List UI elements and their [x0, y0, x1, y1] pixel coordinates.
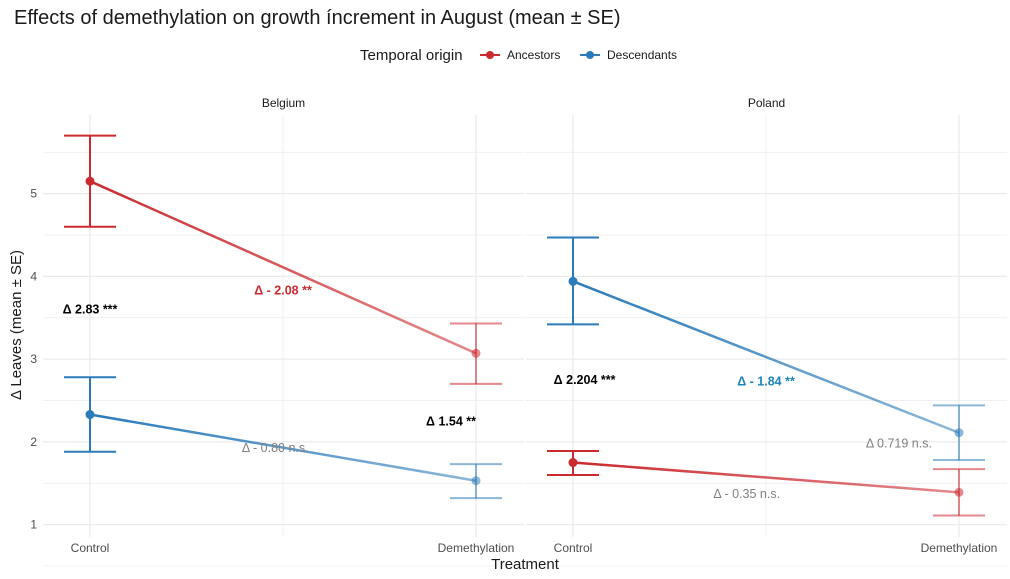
y-axis-title: Δ Leaves (mean ± SE)	[8, 250, 25, 400]
legend-key-dot-ancestors	[486, 51, 494, 59]
panel-strip-label: Belgium	[262, 96, 305, 110]
data-point	[568, 276, 578, 286]
annotation-label: Δ 0.719 n.s.	[866, 437, 932, 451]
data-point	[954, 428, 964, 438]
y-tick-label: 2	[30, 435, 37, 449]
data-point	[568, 458, 578, 468]
series-line	[572, 461, 960, 494]
legend-label-descendants: Descendants	[607, 48, 677, 62]
x-tick-label: Demethylation	[921, 541, 998, 555]
y-axis: 1 2 3 4 5	[30, 187, 37, 532]
y-tick-label: 4	[30, 269, 37, 283]
data-point	[85, 410, 95, 420]
annotation-label: Δ - 0.80 n.s.	[242, 441, 309, 455]
annotation-label: Δ - 2.08 **	[254, 284, 312, 298]
data-point	[85, 176, 95, 186]
x-axis-title: Treatment	[491, 556, 560, 573]
legend-label-ancestors: Ancestors	[507, 48, 560, 62]
legend-key-dot-descendants	[586, 51, 594, 59]
series-descendants	[547, 236, 985, 462]
y-tick-label: 5	[30, 187, 37, 201]
series-line	[89, 180, 477, 355]
annotation-label: Δ 1.54 **	[426, 414, 476, 428]
series-descendants	[64, 376, 502, 500]
series-line	[89, 413, 477, 482]
legend: Temporal origin Ancestors Descendants	[360, 47, 677, 64]
series-line	[572, 280, 960, 434]
panel-belgium: Belgium Control Demethylation Δ 2.83 *** Δ -…	[43, 96, 524, 567]
annotation-label: Δ 2.83 ***	[63, 303, 118, 317]
gridlines	[43, 115, 524, 567]
x-tick-label: Control	[71, 541, 110, 555]
data-point	[471, 476, 481, 486]
x-tick-label: Control	[554, 541, 593, 555]
y-tick-label: 3	[30, 352, 37, 366]
data-point	[471, 348, 481, 358]
series-ancestors	[547, 449, 985, 517]
annotation-label: Δ - 0.35 n.s.	[713, 487, 780, 501]
y-tick-label: 1	[30, 518, 37, 532]
legend-title: Temporal origin	[360, 47, 463, 64]
series-ancestors	[64, 134, 502, 385]
panel-poland: Poland Control Demethylation Δ 2.204 *** Δ -…	[526, 96, 1007, 567]
data-point	[954, 487, 964, 497]
annotation-label: Δ - 1.84 **	[737, 375, 795, 389]
panel-strip-label: Poland	[748, 96, 785, 110]
annotation-label: Δ 2.204 ***	[554, 373, 616, 387]
x-tick-label: Demethylation	[438, 541, 515, 555]
chart-title: Effects of demethylation on growth íncre…	[14, 7, 620, 29]
